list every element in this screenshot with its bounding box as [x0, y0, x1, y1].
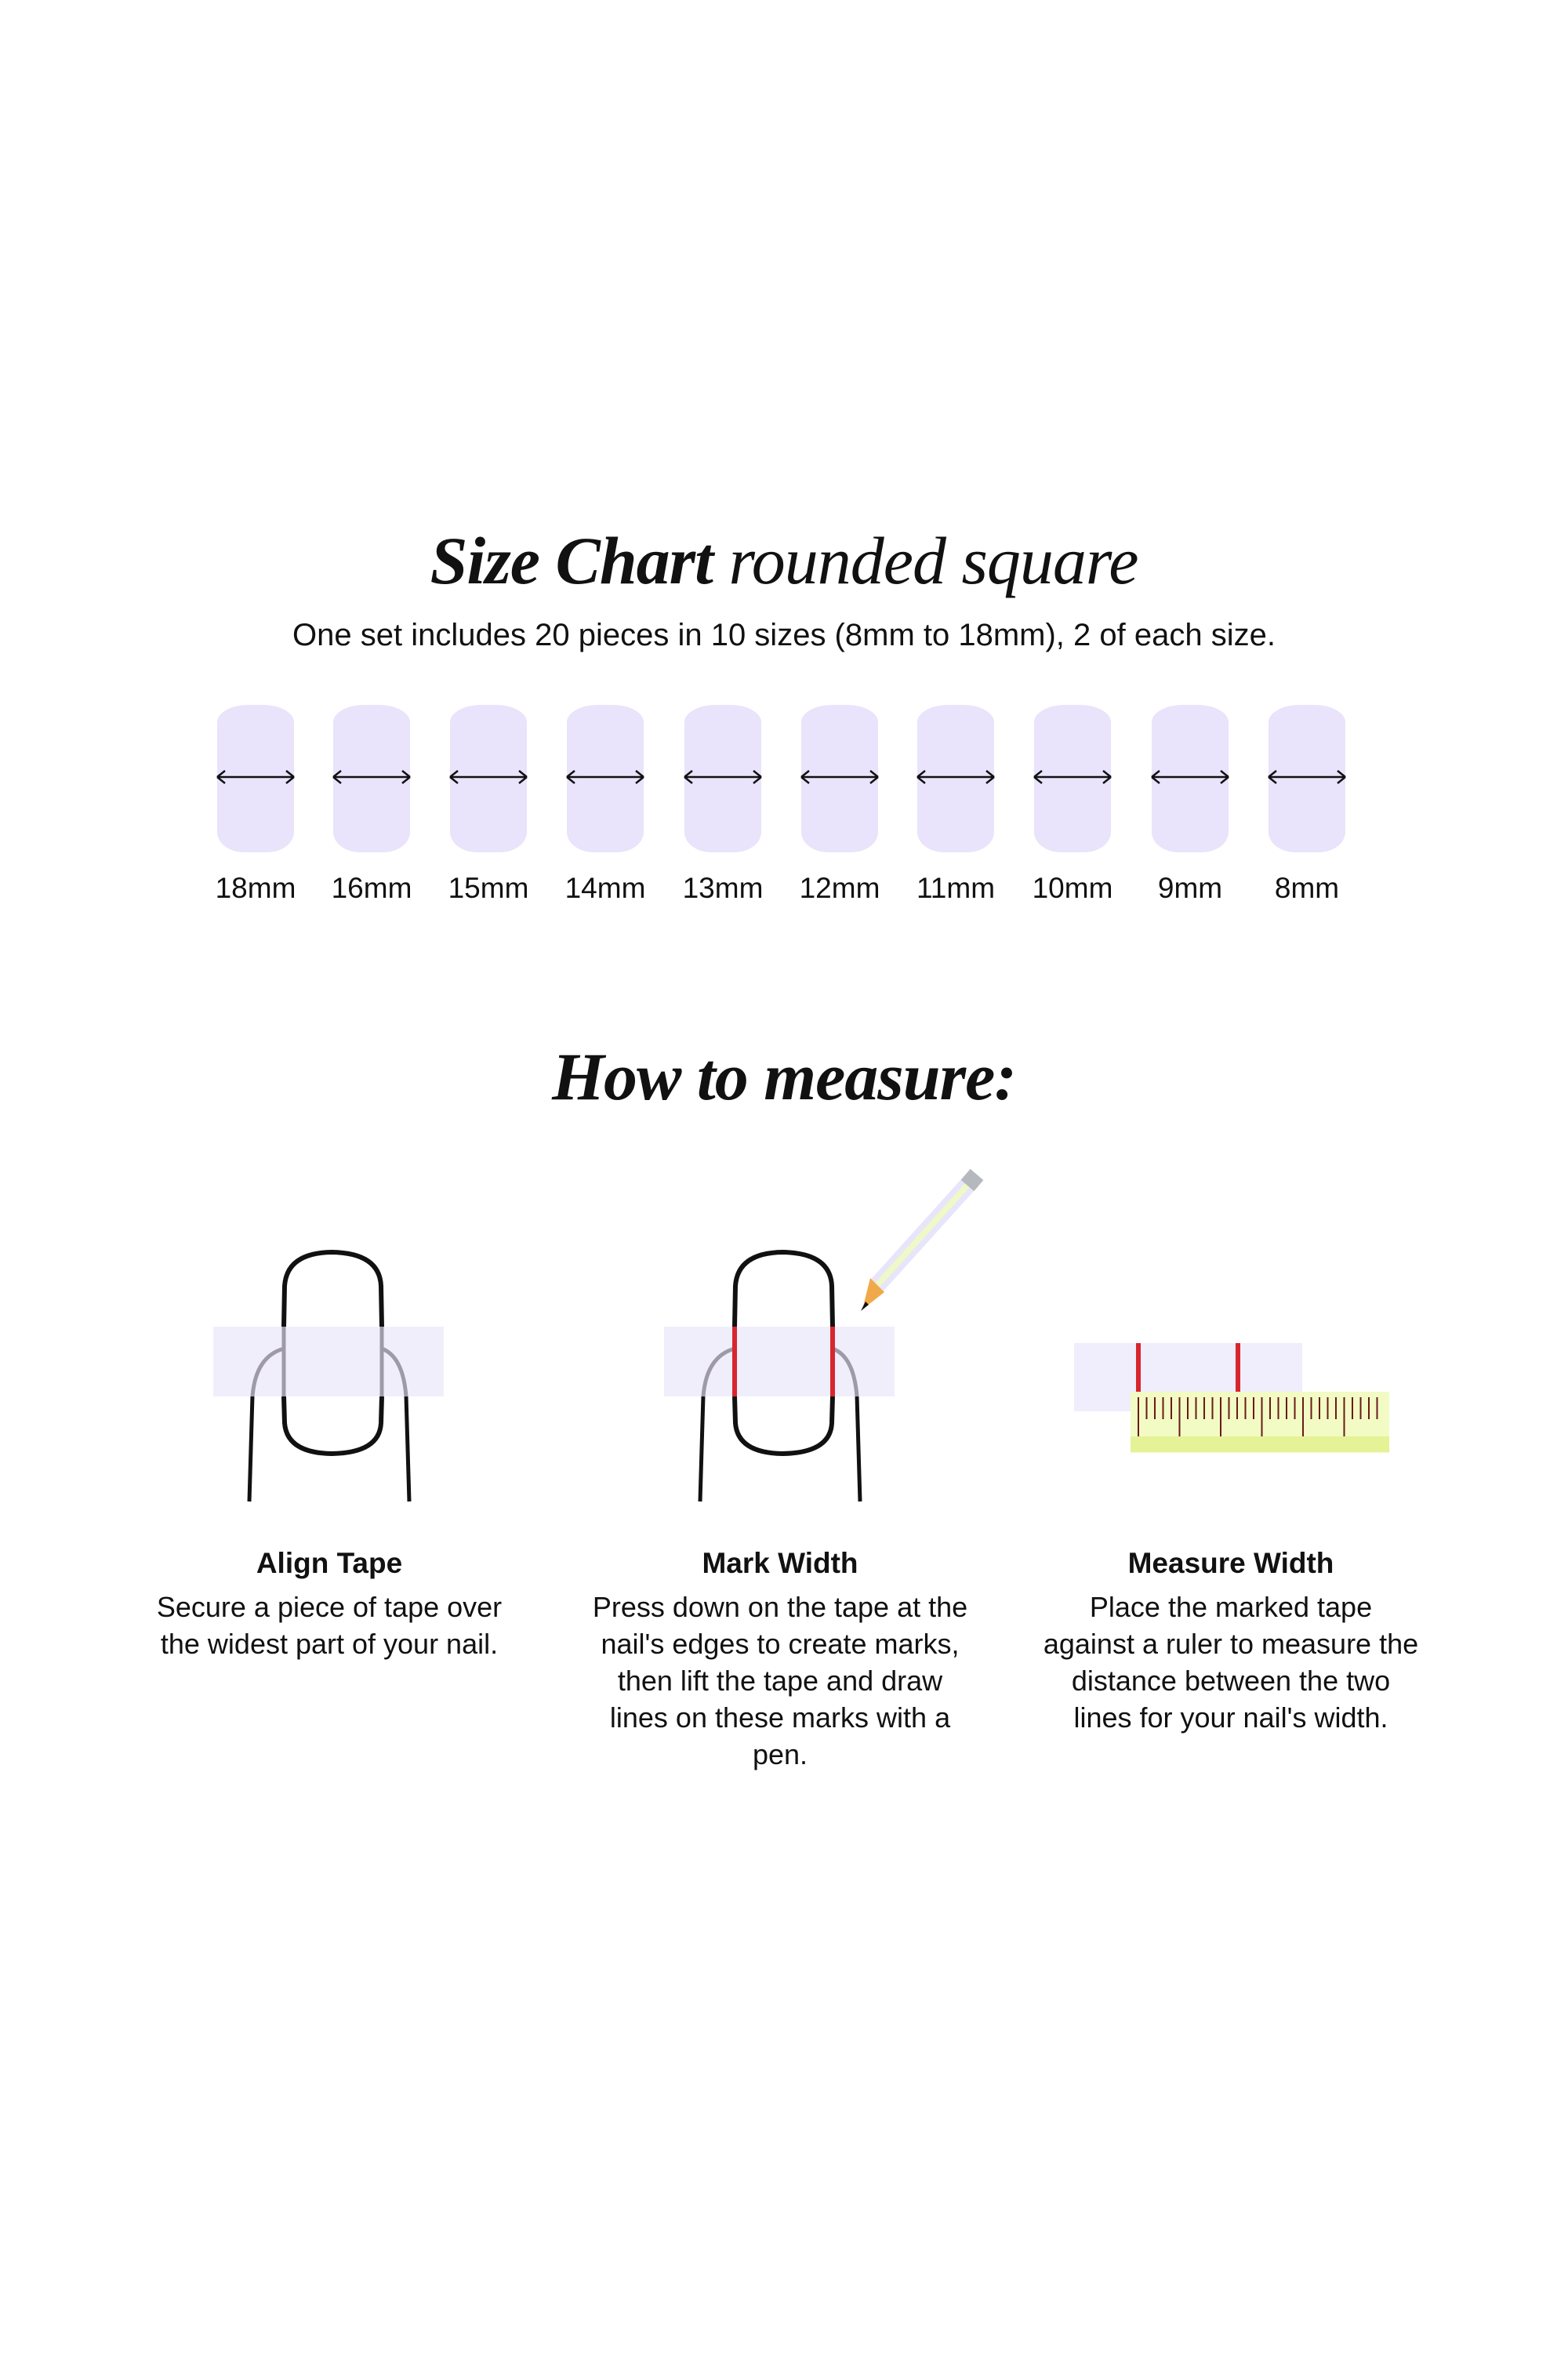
finger-tape-icon	[213, 1249, 444, 1502]
size-label: 16mm	[331, 872, 412, 904]
width-arrow-icon	[916, 770, 995, 784]
step-2: Mark Width Press down on the tape at the …	[592, 1545, 968, 1773]
title-bold: Size Chart	[430, 523, 713, 598]
width-arrow-icon	[1151, 770, 1229, 784]
size-label: 12mm	[799, 872, 880, 904]
title-shape: rounded square	[728, 523, 1139, 598]
how-to-title: How to measure:	[552, 1039, 1017, 1114]
width-arrow-icon	[216, 770, 295, 784]
width-arrow-icon	[1033, 770, 1112, 784]
size-chart-subtitle: One set includes 20 pieces in 10 sizes (…	[292, 618, 1276, 652]
width-arrow-icon	[1268, 770, 1346, 784]
nail-shape	[1033, 705, 1112, 852]
nail-shape	[1151, 705, 1229, 852]
size-label: 18mm	[215, 872, 296, 904]
nail-shape	[449, 705, 528, 852]
nail-shape	[332, 705, 411, 852]
size-chart-title: Size Chart rounded square	[0, 517, 1568, 604]
size-label: 11mm	[916, 872, 996, 904]
size-label: 13mm	[682, 872, 764, 904]
nail-shape	[916, 705, 995, 852]
width-arrow-icon	[684, 770, 762, 784]
width-arrow-icon	[566, 770, 644, 784]
finger-mark-pencil-icon	[664, 1249, 895, 1502]
step-description: Press down on the tape at the nail's edg…	[592, 1591, 968, 1770]
tape-ruler-icon	[1074, 1343, 1389, 1453]
step-1: Align Tape Secure a piece of tape over th…	[141, 1545, 517, 1662]
size-label: 9mm	[1157, 872, 1223, 904]
step-3: Measure Width Place the marked tape again…	[1043, 1545, 1419, 1736]
illustrations	[213, 1168, 1389, 1502]
size-label: 14mm	[564, 872, 646, 904]
step-description: Place the marked tape against a ruler to…	[1043, 1591, 1419, 1734]
width-arrow-icon	[449, 770, 528, 784]
nail-shape	[216, 705, 295, 852]
nail-shape	[1268, 705, 1346, 852]
nail-shape	[684, 705, 762, 852]
size-label: 8mm	[1274, 872, 1340, 904]
step-title: Mark Width	[702, 1547, 858, 1579]
step-description: Secure a piece of tape over the widest p…	[156, 1591, 503, 1660]
nail-shape	[800, 705, 879, 852]
size-label: 10mm	[1032, 872, 1113, 904]
width-arrow-icon	[800, 770, 879, 784]
size-label: 15mm	[448, 872, 529, 904]
nail-shape	[566, 705, 644, 852]
step-title: Measure Width	[1127, 1547, 1334, 1579]
width-arrow-icon	[332, 770, 411, 784]
pencil-icon	[861, 1168, 984, 1311]
step-title: Align Tape	[256, 1547, 403, 1579]
